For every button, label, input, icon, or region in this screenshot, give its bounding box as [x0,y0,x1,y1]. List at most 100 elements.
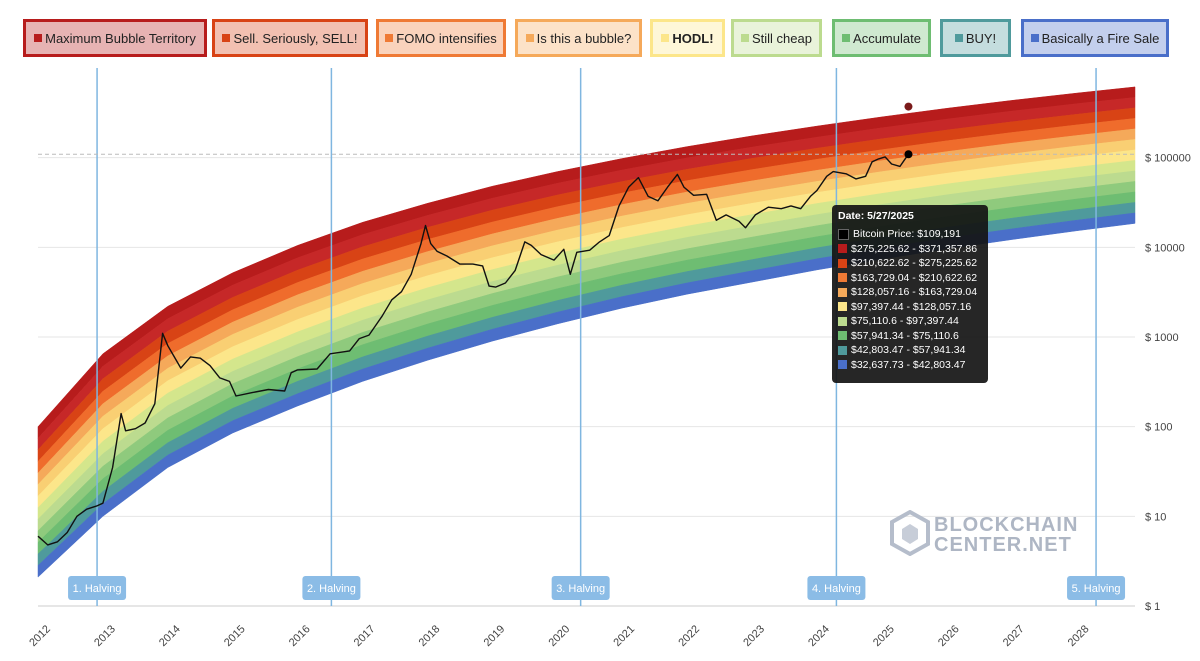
legend-item[interactable]: Accumulate [832,19,931,57]
legend-label: Is this a bubble? [536,30,632,46]
y-axis: $ 1 $ 10 $ 100 $ 1000 $ 10000 $ 100000 [1145,153,1191,613]
halving-label: 2. Halving [307,583,356,595]
x-tick-label: 2015 [222,623,248,649]
tooltip-swatch [838,258,847,268]
y-tick-label: $ 10000 [1145,242,1185,254]
watermark-line2: CENTER.NET [934,534,1072,556]
tooltip-swatch [838,331,847,341]
tooltip-rows: Bitcoin Price: $109,191 $275,225.62 - $37… [838,227,982,372]
legend: Maximum Bubble Territory Sell. Seriously,… [0,0,1200,62]
markers [38,102,1135,159]
tooltip-row-text: $210,622.62 - $275,225.62 [851,257,978,270]
tooltip-row: $128,057.16 - $163,729.04 [838,285,982,300]
tooltip-row-text: $128,057.16 - $163,729.04 [851,286,978,299]
legend-swatch [661,34,670,42]
tooltip-row: $97,397.44 - $128,057.16 [838,300,982,315]
legend-item[interactable]: HODL! [650,19,725,57]
legend-label: Sell. Seriously, SELL! [233,30,358,46]
tooltip-row: $163,729.04 - $210,622.62 [838,271,982,286]
halving-label: 3. Halving [556,583,605,595]
tooltip-swatch [838,228,849,240]
x-tick-label: 2017 [352,623,378,649]
halving-badge [302,576,361,600]
halving-lines: 1. Halving 2. Halving 3. Halving 4. Halving… [68,68,1126,606]
tooltip-row-text: Bitcoin Price: $109,191 [853,228,961,241]
x-tick-label: 2028 [1066,623,1092,649]
tooltip-row-text: $42,803.47 - $57,941.34 [851,344,966,357]
legend-item[interactable]: Basically a Fire Sale [1021,19,1169,57]
x-tick-label: 2023 [741,623,767,649]
legend-item[interactable]: Maximum Bubble Territory [23,19,207,57]
legend-swatch [954,34,963,42]
y-tick-label: $ 1 [1145,601,1160,613]
tooltip-row: $42,803.47 - $57,941.34 [838,343,982,358]
y-tick-label: $ 1000 [1145,332,1179,344]
y-tick-label: $ 10 [1145,511,1166,523]
tooltip-swatch [838,273,847,283]
tooltip-row: $75,110.6 - $97,397.44 [838,314,982,329]
legend-label: Accumulate [853,30,921,46]
halving-label: 4. Halving [812,583,861,595]
tooltip-row: $32,637.73 - $42,803.47 [838,358,982,373]
upper-band-marker [904,102,913,111]
x-tick-label: 2024 [806,623,832,649]
tooltip-row: $275,225.62 - $371,357.86 [838,242,982,257]
legend-swatch [34,34,43,42]
x-tick-label: 2022 [676,623,702,649]
price-line-group [37,153,910,546]
rainbow-band [37,212,1136,578]
tooltip-swatch [838,244,847,254]
legend-item[interactable]: Still cheap [731,19,822,57]
x-tick-label: 2013 [92,623,118,649]
tooltip-row-text: $32,637.73 - $42,803.47 [851,358,966,371]
halving-badge [1067,576,1126,600]
tooltip: Date: 5/27/2025 Bitcoin Price: $109,191 $… [832,205,988,383]
legend-swatch [525,34,534,42]
y-tick-label: $ 100000 [1145,153,1191,165]
tooltip-row: $210,622.62 - $275,225.62 [838,256,982,271]
halving-label: 1. Halving [73,583,122,595]
legend-swatch [385,34,394,42]
x-tick-label: 2025 [871,623,897,649]
x-tick-label: 2012 [27,623,53,649]
halving-badge [68,576,127,600]
legend-item[interactable]: Is this a bubble? [515,19,642,57]
legend-label: BUY! [965,30,997,46]
legend-swatch [222,34,231,42]
tooltip-row: Bitcoin Price: $109,191 [838,227,982,242]
legend-label: FOMO intensifies [396,30,497,46]
y-tick-label: $ 100 [1145,422,1173,434]
x-tick-label: 2021 [611,623,637,649]
legend-label: Basically a Fire Sale [1041,30,1160,46]
halving-label: 5. Halving [1072,583,1121,595]
x-axis: 2012 2013 2014 2015 2016 2017 2018 2019 2020 2021… [27,623,1091,649]
halving-badge [551,576,610,600]
legend-item[interactable]: BUY! [940,19,1011,57]
x-tick-label: 2016 [287,623,313,649]
legend-swatch [1030,34,1039,42]
watermark: BLOCKCHAIN CENTER.NET [890,510,1090,560]
tooltip-row-text: $97,397.44 - $128,057.16 [851,300,972,313]
tooltip-swatch [838,316,847,326]
legend-label: Maximum Bubble Territory [45,30,196,46]
legend-item[interactable]: Sell. Seriously, SELL! [212,19,368,57]
x-tick-label: 2014 [157,623,183,649]
tooltip-row-text: $163,729.04 - $210,622.62 [851,271,978,284]
legend-label: HODL! [672,30,714,46]
tooltip-row-text: $57,941.34 - $75,110.6 [851,329,959,342]
tooltip-swatch [838,302,847,312]
rainbow-bands [37,86,1136,578]
current-price-marker [904,150,913,159]
x-tick-label: 2018 [417,623,443,649]
halving-badge [807,576,866,600]
tooltip-swatch [838,345,847,355]
legend-item[interactable]: FOMO intensifies [376,19,506,57]
blockchain-logo-icon [890,510,930,556]
watermark-line1: BLOCKCHAIN [934,514,1079,536]
tooltip-row-text: $275,225.62 - $371,357.86 [851,242,978,255]
x-tick-label: 2027 [1001,623,1027,649]
x-tick-label: 2026 [936,623,962,649]
tooltip-swatch [838,287,847,297]
tooltip-swatch [838,360,847,370]
